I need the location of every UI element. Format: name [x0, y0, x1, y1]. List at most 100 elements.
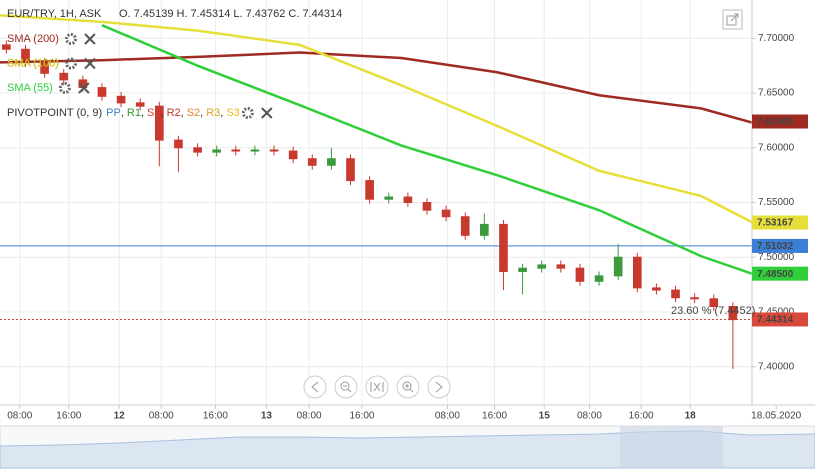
price-label-box: [752, 266, 808, 281]
price-label: 7.51032: [757, 241, 794, 252]
candle-body: [327, 158, 336, 166]
price-label-box: [752, 238, 808, 253]
remove-indicator[interactable]: [261, 107, 273, 119]
candle-body: [518, 267, 527, 272]
pivot-level: R1: [127, 107, 141, 119]
price-label: 7.53167: [757, 218, 794, 229]
y-tick-label: 7.70000: [758, 33, 795, 44]
indicator-settings[interactable]: [64, 33, 77, 45]
candle-body: [59, 72, 69, 81]
candle-body: [671, 289, 680, 299]
zoom-in-button[interactable]: [396, 375, 420, 399]
pivot-level: PP: [106, 107, 121, 119]
candle-body: [709, 298, 719, 307]
x-tick-label: 15: [539, 411, 551, 422]
candle-body: [594, 275, 604, 282]
pivot-separator: ,: [181, 107, 184, 119]
pivot-separator: ,: [220, 107, 223, 119]
remove-indicator[interactable]: [84, 57, 96, 70]
nav-buttons: [303, 375, 451, 399]
x-tick-label: 16:00: [629, 411, 654, 422]
price-label-box: [752, 312, 808, 327]
y-tick-label: 7.55000: [758, 197, 795, 208]
candle-body: [652, 287, 661, 291]
candle-body: [728, 305, 738, 321]
close-icon: [84, 57, 96, 70]
symbol-title: EUR/TRY, 1H, ASK: [7, 8, 102, 20]
candle-body: [174, 139, 183, 149]
candle-body: [231, 149, 241, 152]
candle-body: [575, 267, 585, 282]
candle-body: [441, 209, 451, 218]
candle-body: [460, 216, 470, 236]
indicator-label: SMA (55): [7, 82, 53, 94]
x-tick-label: 08:00: [435, 411, 460, 422]
x-tick-label: 18: [685, 411, 697, 422]
remove-indicator[interactable]: [78, 82, 90, 94]
gear-icon: [241, 107, 254, 119]
indicator-settings[interactable]: [64, 57, 77, 70]
pivot-separator: ,: [161, 107, 164, 119]
gear-icon: [58, 82, 71, 94]
pivot-level: R2: [167, 107, 181, 119]
price-label: 7.44314: [757, 315, 794, 326]
pivot-level: S1: [147, 107, 160, 119]
candle-body: [193, 147, 202, 153]
y-tick-label: 7.45000: [758, 307, 795, 318]
pivot-separator: ,: [121, 107, 124, 119]
x-tick-label: 18.05.2020: [751, 411, 801, 422]
ohlc-summary: O. 7.45139 H. 7.45314 L. 7.43762 C. 7.44…: [119, 8, 342, 20]
x-tick-label: 16:00: [56, 411, 81, 422]
axes: 7.40000 7.45000 7.50000 7.55000 7.60000 7.650…: [7, 33, 808, 422]
candle-body: [632, 256, 642, 289]
candle-body: [690, 297, 699, 300]
candle-body: [480, 223, 489, 236]
reset-zoom-button[interactable]: [365, 375, 389, 399]
candle-body: [556, 264, 566, 269]
indicator-label: SMA (200): [7, 33, 59, 45]
y-tick-label: 7.65000: [758, 88, 795, 99]
price-label: 7.62400: [757, 117, 794, 128]
candle-body: [307, 158, 317, 166]
x-tick-label: 08:00: [297, 411, 322, 422]
close-icon: [78, 82, 90, 94]
y-tick-label: 7.40000: [758, 361, 795, 372]
remove-indicator[interactable]: [84, 33, 96, 45]
close-icon: [84, 33, 96, 45]
pivot-separator: ,: [200, 107, 203, 119]
expand-button[interactable]: [722, 9, 743, 30]
price-label-box: [752, 215, 808, 230]
navigator-window[interactable]: [620, 426, 723, 468]
legend: EUR/TRY, 1H, ASK O. 7.45139 H. 7.45314 L…: [7, 8, 342, 119]
sma-line: [101, 24, 752, 275]
gear-hole: [246, 111, 250, 115]
close-icon: [261, 107, 273, 119]
x-tick-label: 13: [261, 411, 273, 422]
candle-body: [2, 44, 11, 50]
candle-body: [269, 149, 279, 152]
plot-area: [0, 14, 752, 369]
candle-body: [403, 196, 413, 203]
pivot-level: S3: [226, 107, 239, 119]
zoom-out-button[interactable]: [334, 375, 358, 399]
scroll-right-button[interactable]: [427, 375, 451, 399]
gear-hole: [69, 37, 73, 41]
candle-body: [365, 180, 374, 200]
gear-icon: [64, 57, 77, 70]
pivot-separator: ,: [141, 107, 144, 119]
indicator-settings[interactable]: [58, 82, 71, 94]
candle-body: [135, 102, 145, 107]
gear-icon: [64, 33, 77, 45]
y-tick-label: 7.60000: [758, 142, 795, 153]
candle-body: [288, 150, 298, 160]
sma-line: [0, 14, 752, 224]
x-tick-label: 08:00: [577, 411, 602, 422]
candle-body: [212, 149, 222, 153]
candle-body: [537, 264, 547, 269]
candle-body: [422, 202, 432, 211]
gear-hole: [63, 86, 67, 90]
indicator-settings[interactable]: [241, 107, 254, 119]
scroll-left-button[interactable]: [303, 375, 327, 399]
sma-line: [0, 51, 752, 124]
